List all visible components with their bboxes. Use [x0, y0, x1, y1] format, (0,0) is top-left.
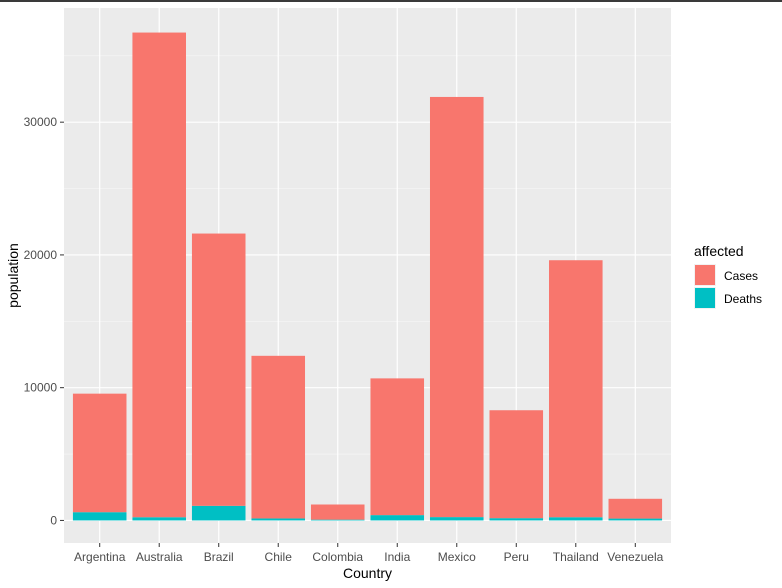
- legend-label-deaths: Deaths: [724, 292, 762, 306]
- legend-key-deaths: [695, 288, 715, 308]
- y-tick-label: 10000: [24, 381, 58, 395]
- x-axis-title: Country: [343, 565, 392, 581]
- legend-label-cases: Cases: [724, 269, 758, 283]
- bar-venezuela-cases: [608, 498, 663, 519]
- y-axis: 0 10000 20000 30000: [24, 115, 64, 527]
- bar-india-cases: [370, 378, 425, 516]
- x-tick-label: Venezuela: [607, 550, 663, 564]
- y-tick-label: 20000: [24, 248, 58, 262]
- bar-brazil-cases: [191, 233, 246, 506]
- bar-peru-cases: [489, 410, 544, 519]
- bar-argentina-cases: [72, 393, 127, 513]
- bar-thailand-deaths: [549, 517, 603, 521]
- bar-colombia-deaths: [310, 519, 365, 521]
- y-tick-label: 30000: [24, 115, 58, 129]
- bar-brazil-deaths: [191, 505, 246, 521]
- bar-venezuela-deaths: [608, 518, 663, 521]
- bar-india-deaths: [370, 515, 425, 521]
- x-tick-label: Thailand: [553, 550, 599, 564]
- x-tick-label: Chile: [265, 550, 293, 564]
- y-axis-title: population: [5, 243, 21, 308]
- bar-colombia-cases: [310, 504, 365, 520]
- legend-key-cases: [695, 265, 715, 285]
- legend: affected Cases Deaths: [694, 243, 762, 309]
- legend-title: affected: [694, 243, 744, 259]
- bars: [72, 32, 663, 521]
- bar-chile-deaths: [251, 518, 306, 521]
- window-top-border: [0, 0, 782, 2]
- x-tick-label: Argentina: [74, 550, 126, 564]
- y-tick-label: 0: [50, 513, 57, 527]
- bar-australia-cases: [132, 32, 186, 518]
- x-tick-label: India: [384, 550, 410, 564]
- x-tick-label: Brazil: [204, 550, 234, 564]
- bar-thailand-cases: [549, 260, 603, 518]
- bar-australia-deaths: [132, 517, 186, 521]
- bar-chile-cases: [251, 355, 306, 519]
- x-axis: Argentina Australia Brazil Chile Colombia Ind…: [74, 543, 664, 564]
- x-tick-label: Mexico: [438, 550, 476, 564]
- bar-peru-deaths: [489, 518, 544, 521]
- bar-argentina-deaths: [72, 512, 127, 521]
- x-tick-label: Australia: [136, 550, 183, 564]
- bar-mexico-cases: [429, 96, 484, 518]
- x-tick-label: Colombia: [312, 550, 363, 564]
- bar-mexico-deaths: [429, 517, 484, 521]
- x-tick-label: Peru: [504, 550, 529, 564]
